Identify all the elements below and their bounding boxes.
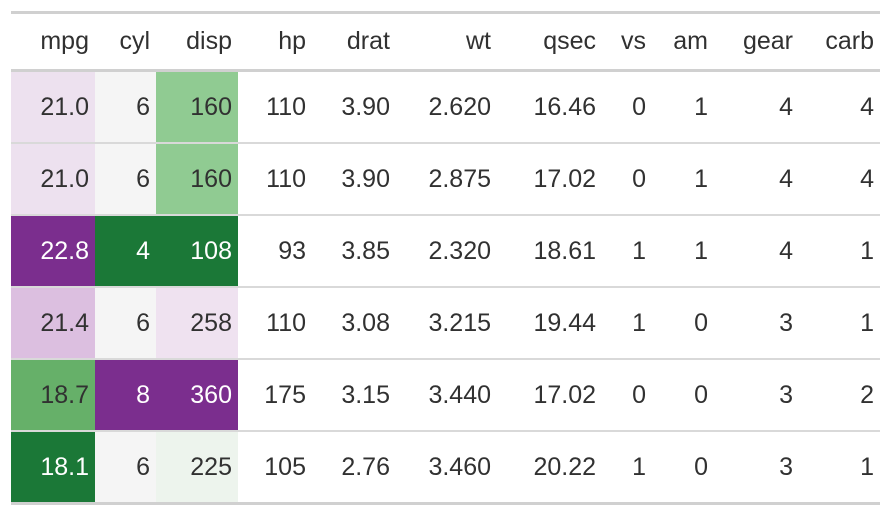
cell-carb: 4 <box>799 70 880 144</box>
cell-cyl: 6 <box>95 431 156 505</box>
cell-cyl: 6 <box>95 287 156 360</box>
column-header-carb[interactable]: carb <box>799 11 880 72</box>
cell-gear: 4 <box>714 143 799 216</box>
cell-disp: 108 <box>156 215 238 288</box>
cell-hp: 110 <box>238 287 312 360</box>
cell-gear: 3 <box>714 359 799 432</box>
cell-am: 1 <box>652 143 714 216</box>
column-header-cyl[interactable]: cyl <box>95 11 156 72</box>
column-header-drat[interactable]: drat <box>312 11 396 72</box>
cell-qsec: 17.02 <box>497 143 602 216</box>
table-row: 18.1 6 225 105 2.76 3.460 20.22 1 0 3 1 <box>11 431 880 505</box>
cell-mpg: 21.0 <box>11 143 95 216</box>
cell-wt: 3.215 <box>396 287 497 360</box>
cell-qsec: 17.02 <box>497 359 602 432</box>
cell-wt: 2.320 <box>396 215 497 288</box>
cell-wt: 2.620 <box>396 70 497 144</box>
cell-mpg: 21.0 <box>11 70 95 144</box>
column-header-mpg[interactable]: mpg <box>11 11 95 72</box>
cell-qsec: 16.46 <box>497 70 602 144</box>
cell-mpg: 21.4 <box>11 287 95 360</box>
cell-drat: 2.76 <box>312 431 396 505</box>
cell-drat: 3.90 <box>312 143 396 216</box>
column-header-wt[interactable]: wt <box>396 11 497 72</box>
cell-vs: 0 <box>602 359 652 432</box>
column-header-disp[interactable]: disp <box>156 11 238 72</box>
cell-qsec: 20.22 <box>497 431 602 505</box>
cell-hp: 93 <box>238 215 312 288</box>
cell-hp: 110 <box>238 143 312 216</box>
cell-mpg: 18.7 <box>11 359 95 432</box>
cell-wt: 2.875 <box>396 143 497 216</box>
styled-dataframe-table: mpg cyl disp hp drat wt qsec vs am gear carb 21.0 6… <box>11 11 880 505</box>
cell-mpg: 22.8 <box>11 215 95 288</box>
column-header-vs[interactable]: vs <box>602 11 652 72</box>
cell-am: 1 <box>652 215 714 288</box>
cell-am: 0 <box>652 287 714 360</box>
cell-mpg: 18.1 <box>11 431 95 505</box>
cell-cyl: 4 <box>95 215 156 288</box>
cell-carb: 1 <box>799 431 880 505</box>
cell-gear: 4 <box>714 70 799 144</box>
cell-wt: 3.440 <box>396 359 497 432</box>
table-header-row: mpg cyl disp hp drat wt qsec vs am gear carb <box>11 11 880 72</box>
cell-cyl: 8 <box>95 359 156 432</box>
cell-hp: 105 <box>238 431 312 505</box>
cell-drat: 3.85 <box>312 215 396 288</box>
cell-vs: 1 <box>602 287 652 360</box>
table-head: mpg cyl disp hp drat wt qsec vs am gear carb <box>11 11 880 72</box>
cell-vs: 1 <box>602 215 652 288</box>
table-row: 21.4 6 258 110 3.08 3.215 19.44 1 0 3 1 <box>11 287 880 360</box>
cell-gear: 4 <box>714 215 799 288</box>
cell-disp: 360 <box>156 359 238 432</box>
cell-wt: 3.460 <box>396 431 497 505</box>
table-row: 18.7 8 360 175 3.15 3.440 17.02 0 0 3 2 <box>11 359 880 432</box>
cell-am: 0 <box>652 431 714 505</box>
cell-cyl: 6 <box>95 70 156 144</box>
cell-carb: 1 <box>799 215 880 288</box>
cell-qsec: 18.61 <box>497 215 602 288</box>
cell-carb: 2 <box>799 359 880 432</box>
dataframe-container: mpg cyl disp hp drat wt qsec vs am gear carb 21.0 6… <box>11 11 880 505</box>
cell-disp: 225 <box>156 431 238 505</box>
column-header-hp[interactable]: hp <box>238 11 312 72</box>
cell-drat: 3.15 <box>312 359 396 432</box>
cell-drat: 3.08 <box>312 287 396 360</box>
cell-carb: 1 <box>799 287 880 360</box>
cell-am: 0 <box>652 359 714 432</box>
cell-disp: 160 <box>156 143 238 216</box>
cell-carb: 4 <box>799 143 880 216</box>
cell-drat: 3.90 <box>312 70 396 144</box>
cell-am: 1 <box>652 70 714 144</box>
cell-hp: 175 <box>238 359 312 432</box>
column-header-am[interactable]: am <box>652 11 714 72</box>
cell-gear: 3 <box>714 431 799 505</box>
table-row: 21.0 6 160 110 3.90 2.875 17.02 0 1 4 4 <box>11 143 880 216</box>
column-header-qsec[interactable]: qsec <box>497 11 602 72</box>
table-row: 22.8 4 108 93 3.85 2.320 18.61 1 1 4 1 <box>11 215 880 288</box>
cell-vs: 0 <box>602 70 652 144</box>
cell-qsec: 19.44 <box>497 287 602 360</box>
cell-vs: 0 <box>602 143 652 216</box>
table-row: 21.0 6 160 110 3.90 2.620 16.46 0 1 4 4 <box>11 70 880 144</box>
cell-disp: 258 <box>156 287 238 360</box>
column-header-gear[interactable]: gear <box>714 11 799 72</box>
cell-disp: 160 <box>156 70 238 144</box>
cell-cyl: 6 <box>95 143 156 216</box>
table-body: 21.0 6 160 110 3.90 2.620 16.46 0 1 4 4 21.0 6 160 110… <box>11 70 880 505</box>
cell-gear: 3 <box>714 287 799 360</box>
cell-vs: 1 <box>602 431 652 505</box>
cell-hp: 110 <box>238 70 312 144</box>
